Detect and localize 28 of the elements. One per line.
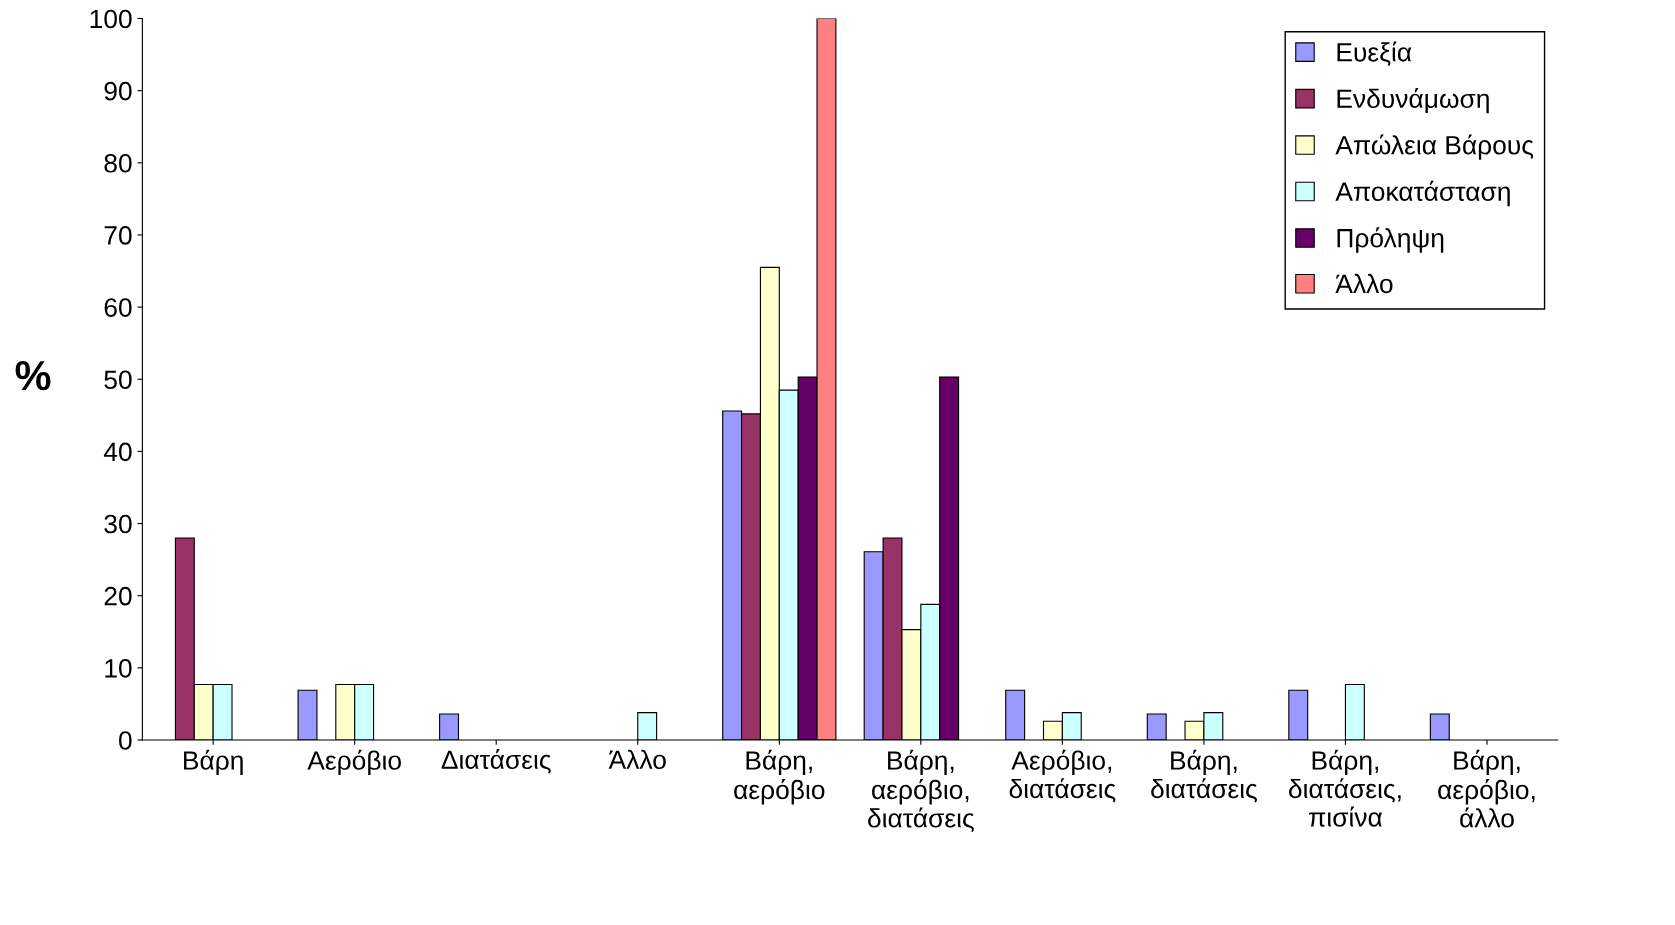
legend-label: Αποκατάσταση bbox=[1335, 180, 1510, 207]
y-tick-label: 50 bbox=[104, 370, 132, 390]
x-tick-label: Αερόβιο, διατάσεις bbox=[1009, 749, 1116, 803]
y-tick-label: 20 bbox=[104, 586, 132, 606]
legend-label: Άλλο bbox=[1335, 273, 1393, 294]
x-tick-label: Βάρη, διατάσεις bbox=[1151, 749, 1257, 803]
y-tick-label: 100 bbox=[90, 9, 132, 29]
x-tick-label: Διατάσεις bbox=[441, 748, 551, 774]
x-tick-label: Αερόβιο bbox=[307, 749, 401, 776]
y-tick-label: 0 bbox=[119, 731, 132, 750]
x-tick-label: Βάρη, αερόβιο bbox=[734, 749, 825, 805]
y-tick-label: 10 bbox=[105, 658, 132, 678]
x-tick-label: Άλλο bbox=[608, 749, 666, 770]
legend-label: Απώλεια Βάρους bbox=[1335, 134, 1534, 160]
x-tick-label: Βάρη, αερόβιο, άλλο bbox=[1438, 749, 1535, 828]
y-tick-label: 60 bbox=[104, 298, 132, 317]
legend-label: Ενδυνάμωση bbox=[1337, 87, 1489, 114]
y-tick-label: 90 bbox=[104, 81, 132, 101]
x-tick-label: Βάρη, αερόβιο, διατάσεις bbox=[868, 749, 974, 832]
x-tick-label: Βάρη bbox=[184, 749, 243, 776]
y-tick-label: 30 bbox=[104, 514, 132, 534]
legend-label: Πρόληψη bbox=[1337, 227, 1444, 253]
y-tick-label: 40 bbox=[103, 442, 132, 462]
x-tick-label: Βάρη, διατάσεις, πισίνα bbox=[1289, 749, 1401, 827]
y-tick-label: 80 bbox=[104, 153, 132, 173]
y-tick-label: 70 bbox=[104, 226, 132, 245]
y-axis-title: % bbox=[15, 361, 51, 391]
legend-label: Ευεξία bbox=[1337, 41, 1412, 66]
